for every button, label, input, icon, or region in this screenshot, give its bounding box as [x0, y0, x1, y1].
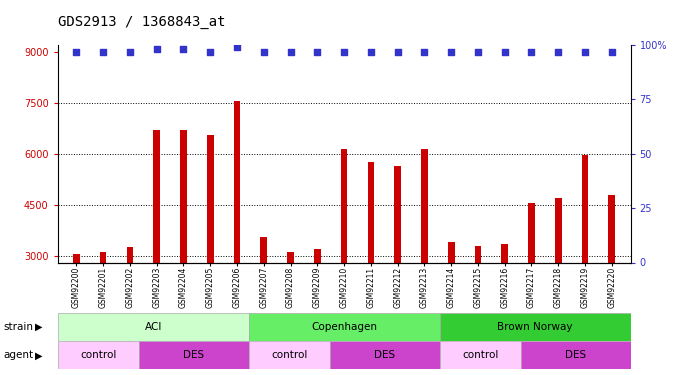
Point: [125, 48, 136, 54]
Point: [258, 48, 269, 54]
Point: [473, 48, 483, 54]
Point: [606, 48, 617, 54]
Point: [312, 48, 323, 54]
Text: strain: strain: [3, 322, 33, 332]
Bar: [153, 130, 160, 262]
Bar: [582, 156, 589, 262]
Text: ▶: ▶: [35, 322, 43, 332]
Bar: [528, 203, 535, 262]
Bar: [100, 252, 106, 262]
Bar: [207, 135, 214, 262]
Point: [392, 48, 403, 54]
Text: ACI: ACI: [144, 322, 162, 332]
Bar: [448, 242, 454, 262]
Bar: [260, 237, 267, 262]
Bar: [367, 162, 374, 262]
Text: GDS2913 / 1368843_at: GDS2913 / 1368843_at: [58, 15, 225, 29]
Bar: [127, 247, 134, 262]
Text: control: control: [462, 350, 499, 360]
Text: DES: DES: [565, 350, 586, 360]
Text: DES: DES: [374, 350, 395, 360]
Point: [526, 48, 537, 54]
Bar: [249, 313, 439, 341]
Point: [151, 46, 162, 53]
Point: [553, 48, 563, 54]
Text: Copenhagen: Copenhagen: [311, 322, 377, 332]
Point: [232, 44, 243, 50]
Point: [285, 48, 296, 54]
Bar: [287, 252, 294, 262]
Point: [339, 48, 350, 54]
Bar: [421, 148, 428, 262]
Text: control: control: [81, 350, 117, 360]
Point: [445, 48, 456, 54]
Bar: [439, 341, 521, 369]
Bar: [234, 101, 240, 262]
Text: agent: agent: [3, 350, 33, 360]
Point: [580, 48, 591, 54]
Point: [365, 48, 376, 54]
Point: [98, 48, 108, 54]
Point: [71, 48, 82, 54]
Point: [499, 48, 510, 54]
Bar: [314, 249, 321, 262]
Bar: [330, 341, 439, 369]
Bar: [58, 313, 249, 341]
Text: control: control: [271, 350, 308, 360]
Bar: [140, 341, 249, 369]
Bar: [180, 130, 187, 262]
Bar: [521, 341, 631, 369]
Point: [205, 48, 216, 54]
Bar: [58, 341, 140, 369]
Text: ▶: ▶: [35, 350, 43, 360]
Point: [419, 48, 430, 54]
Bar: [73, 254, 80, 262]
Point: [178, 46, 189, 53]
Bar: [501, 244, 508, 262]
Bar: [608, 195, 615, 262]
Bar: [395, 166, 401, 262]
Bar: [249, 341, 330, 369]
Bar: [341, 148, 347, 262]
Bar: [475, 246, 481, 262]
Text: DES: DES: [184, 350, 205, 360]
Bar: [555, 198, 561, 262]
Bar: [439, 313, 631, 341]
Text: Brown Norway: Brown Norway: [497, 322, 573, 332]
